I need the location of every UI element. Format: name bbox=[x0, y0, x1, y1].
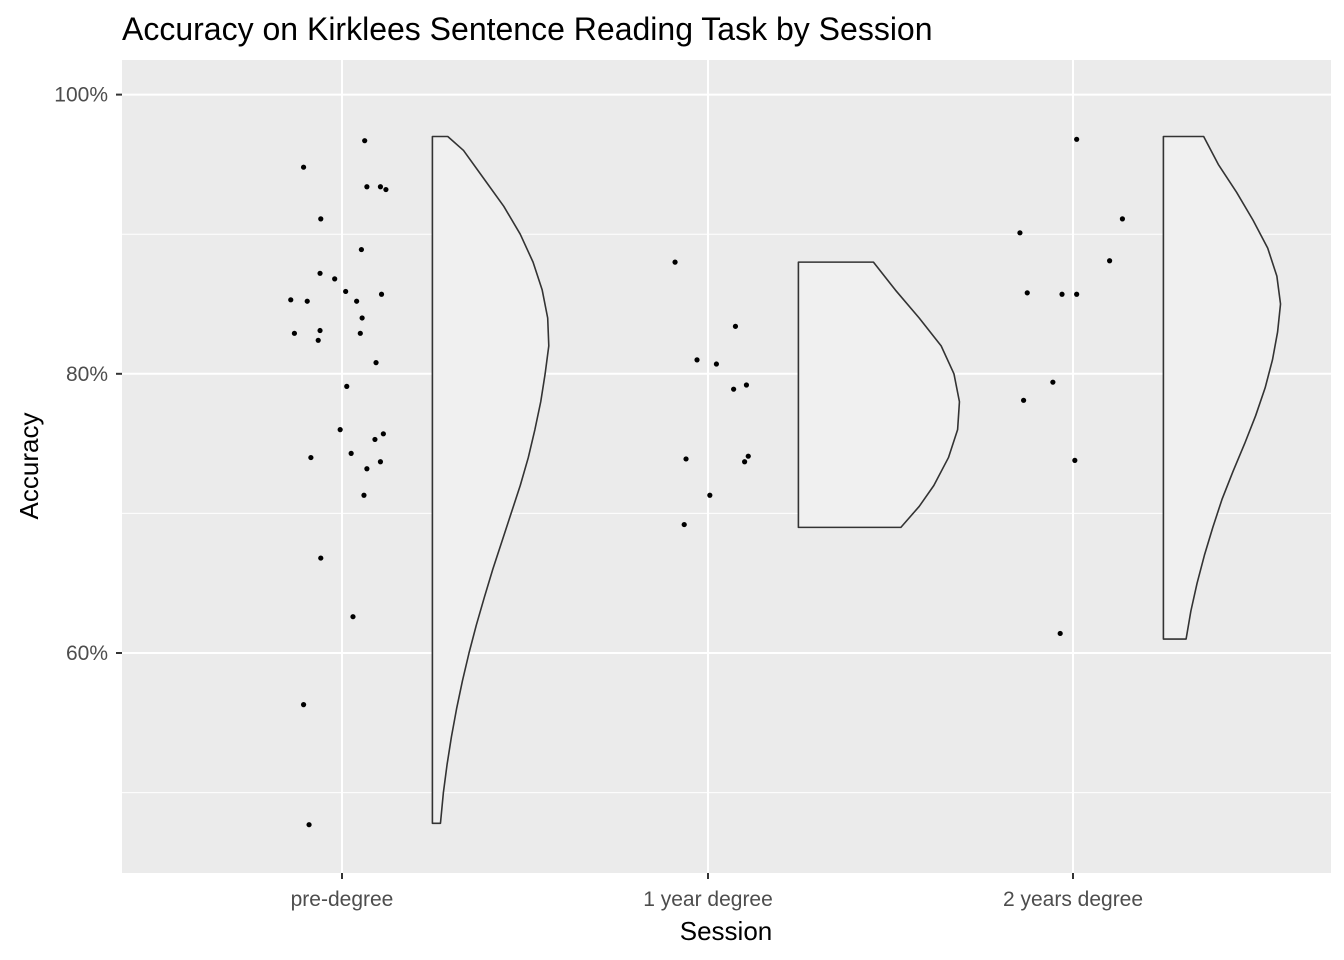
data-point bbox=[348, 450, 354, 456]
data-point bbox=[1072, 457, 1078, 463]
data-point bbox=[300, 164, 307, 170]
grid-lines bbox=[122, 60, 1331, 873]
data-point bbox=[1074, 136, 1080, 142]
x-tick-label: pre-degree bbox=[291, 888, 394, 911]
violin-pre-degree bbox=[431, 135, 550, 825]
y-axis-title: Accuracy bbox=[14, 413, 44, 520]
data-point bbox=[359, 315, 365, 321]
data-point bbox=[1050, 379, 1056, 385]
data-point bbox=[317, 270, 323, 276]
data-point bbox=[742, 459, 748, 465]
y-tick-label: 100% bbox=[54, 84, 108, 107]
data-point bbox=[681, 521, 687, 528]
data-point bbox=[332, 276, 338, 282]
data-point bbox=[318, 216, 324, 222]
data-point bbox=[288, 297, 294, 303]
data-point bbox=[306, 822, 312, 828]
violin-2-years-degree bbox=[1162, 135, 1282, 640]
x-tick-label: 1 year degree bbox=[643, 888, 773, 911]
data-point bbox=[383, 186, 389, 193]
plot-panel bbox=[122, 60, 1331, 873]
data-point bbox=[357, 330, 363, 336]
data-point bbox=[304, 298, 310, 304]
data-point bbox=[377, 459, 384, 465]
data-point bbox=[1057, 630, 1063, 637]
data-point bbox=[308, 454, 314, 461]
data-point bbox=[372, 436, 378, 443]
data-point bbox=[318, 555, 324, 561]
data-point bbox=[364, 184, 370, 190]
data-point bbox=[745, 453, 751, 459]
data-point bbox=[707, 492, 713, 498]
data-point bbox=[1119, 216, 1126, 222]
y-axis: 60% 80% 100% bbox=[54, 84, 122, 665]
data-point bbox=[1107, 258, 1113, 264]
x-tick-label: 2 years degree bbox=[1003, 888, 1143, 911]
data-point bbox=[358, 246, 364, 253]
data-point bbox=[315, 337, 321, 343]
data-point bbox=[1017, 230, 1023, 236]
data-point bbox=[1074, 291, 1080, 297]
data-point bbox=[1020, 397, 1027, 403]
y-tick-label: 80% bbox=[66, 363, 108, 386]
violin-1-year-degree bbox=[797, 261, 961, 529]
data-point bbox=[683, 456, 689, 462]
data-point bbox=[1059, 291, 1065, 297]
data-point bbox=[694, 357, 700, 363]
x-axis: pre-degree 1 year degree 2 years degree bbox=[291, 873, 1143, 911]
data-point bbox=[317, 327, 323, 334]
data-point bbox=[364, 466, 370, 472]
point-layer bbox=[288, 136, 1126, 828]
data-point bbox=[1024, 290, 1030, 296]
data-point bbox=[354, 298, 360, 304]
data-point bbox=[337, 427, 343, 433]
data-point bbox=[291, 330, 298, 336]
data-point bbox=[343, 288, 349, 295]
data-point bbox=[378, 291, 385, 297]
data-point bbox=[672, 259, 678, 265]
data-point bbox=[362, 138, 368, 144]
data-point bbox=[300, 702, 307, 708]
data-point bbox=[373, 360, 379, 366]
data-point bbox=[713, 361, 720, 367]
data-point bbox=[380, 431, 386, 437]
data-point bbox=[377, 184, 384, 190]
violin-layer bbox=[431, 135, 1282, 825]
data-point bbox=[743, 382, 750, 388]
chart-title: Accuracy on Kirklees Sentence Reading Ta… bbox=[122, 11, 933, 47]
data-point bbox=[344, 383, 350, 389]
y-tick-label: 60% bbox=[66, 642, 108, 665]
data-point bbox=[350, 614, 356, 620]
data-point bbox=[361, 492, 367, 498]
data-point bbox=[732, 323, 739, 329]
data-point bbox=[731, 386, 737, 392]
x-axis-title: Session bbox=[680, 916, 773, 946]
